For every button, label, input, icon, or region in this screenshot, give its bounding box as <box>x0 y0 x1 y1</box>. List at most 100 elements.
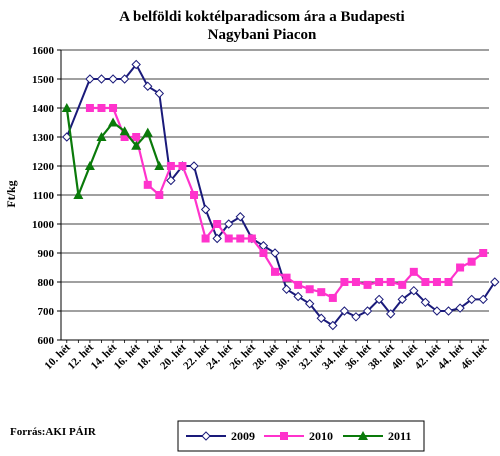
data-point-2009-2 <box>96 74 107 84</box>
data-point-2011-6 <box>131 140 142 150</box>
data-point-2009-5 <box>131 59 141 70</box>
data-point-2009-1 <box>85 74 95 84</box>
data-point-2010-19 <box>305 285 314 294</box>
legend-label-2011: 2011 <box>388 429 411 443</box>
data-point-2010-32 <box>456 263 465 272</box>
legend-label-2009: 2009 <box>231 429 255 443</box>
data-point-2010-28 <box>409 267 418 276</box>
legend-marker-2009 <box>201 431 211 441</box>
data-point-2009-33 <box>455 303 465 313</box>
data-point-2009-18 <box>281 284 292 294</box>
data-point-2011-2 <box>84 161 95 170</box>
data-point-2011-1 <box>73 190 84 199</box>
data-point-2009-10 <box>189 161 199 171</box>
data-point-2009-17 <box>270 248 280 258</box>
y-axis-label: Ft/kg <box>4 180 18 207</box>
y-tick-label-10: 1600 <box>32 45 55 57</box>
data-point-2010-0 <box>85 104 94 112</box>
data-point-2009-23 <box>339 306 350 316</box>
data-point-2010-1 <box>97 104 106 112</box>
data-point-2010-33 <box>467 257 476 266</box>
data-point-2010-14 <box>247 234 256 243</box>
data-point-2011-3 <box>96 132 107 141</box>
data-point-2010-6 <box>155 191 164 199</box>
legend-label-2010: 2010 <box>309 429 333 443</box>
data-point-2009-29 <box>409 285 419 296</box>
data-point-2009-7 <box>154 88 165 99</box>
y-ticks: 600 700 800 900 1000 1100 1200 1300 1400 1500 1600 <box>32 45 61 347</box>
data-point-2010-12 <box>224 234 233 243</box>
y-tick-label-6: 1200 <box>32 161 55 173</box>
data-point-2009-6 <box>143 81 153 91</box>
y-tick-label-4: 1000 <box>32 219 55 231</box>
data-point-2009-3 <box>108 74 118 84</box>
data-point-2010-22 <box>340 278 349 286</box>
y-tick-label-0: 600 <box>38 335 55 347</box>
data-point-2009-28 <box>397 294 407 305</box>
y-tick-label-5: 1100 <box>33 190 55 202</box>
legend-marker-2010 <box>280 432 288 440</box>
data-point-2011-5 <box>119 126 130 136</box>
data-point-2010-11 <box>213 220 222 228</box>
chart-title-line-1: A belföldi koktélparadicsom ára a Budape… <box>119 9 404 25</box>
data-point-2010-16 <box>271 267 279 276</box>
data-point-2009-14 <box>235 212 246 222</box>
data-point-2010-4 <box>132 133 141 141</box>
data-point-2009-27 <box>385 309 396 319</box>
data-point-2010-7 <box>166 162 175 170</box>
data-point-2010-34 <box>479 249 488 257</box>
chart-title-line-2: Nagybani Piacon <box>208 27 317 43</box>
data-point-2009-19 <box>293 291 303 302</box>
data-point-2009-26 <box>374 294 384 305</box>
data-point-2010-15 <box>259 249 268 257</box>
data-point-2010-30 <box>432 278 441 286</box>
data-point-2010-5 <box>143 180 152 189</box>
data-point-2009-32 <box>443 306 454 316</box>
data-point-2010-27 <box>398 280 407 289</box>
data-point-2010-23 <box>351 278 360 286</box>
data-point-2009-4 <box>119 74 130 84</box>
data-point-2009-8 <box>166 175 176 186</box>
y-tick-label-2: 800 <box>38 277 55 289</box>
data-point-2009-13 <box>224 219 234 229</box>
data-point-2010-2 <box>109 104 118 112</box>
data-point-2011-4 <box>108 117 119 127</box>
series-layer <box>61 59 500 331</box>
data-point-2009-31 <box>432 306 442 316</box>
legend: 2009 2010 2011 <box>177 420 425 452</box>
y-tick-label-1: 700 <box>38 306 55 318</box>
data-point-2010-18 <box>294 280 303 289</box>
data-point-2010-31 <box>444 278 453 286</box>
series-2010 <box>85 104 488 302</box>
data-point-2009-22 <box>328 320 338 331</box>
data-point-2010-9 <box>190 191 199 199</box>
data-point-2011-0 <box>61 103 72 112</box>
data-point-2010-13 <box>236 234 245 243</box>
data-point-2009-34 <box>466 294 477 305</box>
y-tick-label-7: 1300 <box>32 132 55 144</box>
legend-marker-2011 <box>358 431 368 440</box>
series-2011 <box>61 103 165 199</box>
data-point-2010-20 <box>317 288 326 297</box>
x-tick-label-18: 46. hét <box>459 341 490 372</box>
data-point-2009-35 <box>478 294 488 305</box>
data-point-2009-36 <box>490 277 500 287</box>
y-tick-label-8: 1400 <box>32 103 55 115</box>
data-point-2010-26 <box>386 278 395 286</box>
data-point-2009-21 <box>316 313 326 323</box>
series-2009 <box>62 59 500 331</box>
data-point-2010-17 <box>282 273 291 282</box>
y-tick-label-3: 900 <box>38 248 55 260</box>
data-point-2010-10 <box>201 234 210 243</box>
data-point-2010-25 <box>375 278 384 286</box>
data-point-2011-7 <box>142 127 153 137</box>
data-point-2010-8 <box>178 162 187 170</box>
y-tick-label-9: 1500 <box>32 74 55 86</box>
data-point-2009-20 <box>304 299 315 309</box>
data-point-2011-8 <box>154 161 165 170</box>
source-note: Forrás:AKI PÁIR <box>10 426 96 438</box>
data-point-2009-24 <box>351 312 361 322</box>
data-point-2009-25 <box>362 306 373 316</box>
